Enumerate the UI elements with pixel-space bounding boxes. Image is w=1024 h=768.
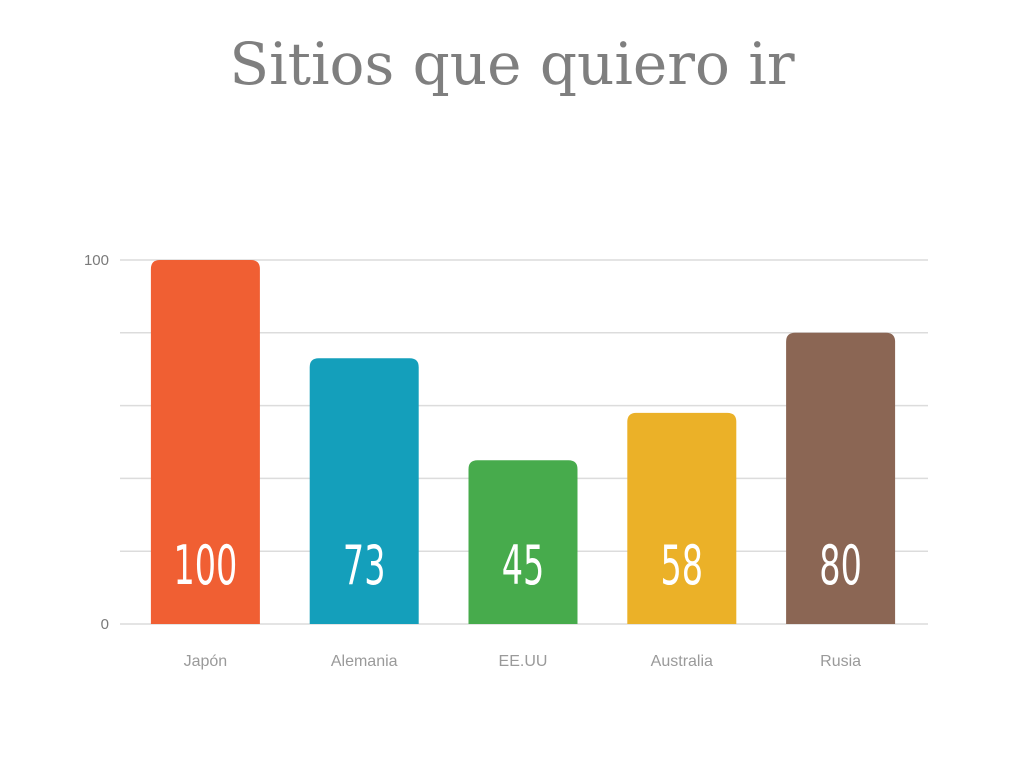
bar-jap-n (150, 260, 260, 624)
chart-title: Sitios que quiero ir (229, 30, 795, 98)
x-category-label: Alemania (331, 653, 398, 670)
bar-alemania (309, 358, 419, 624)
bar-value-label: 80 (819, 534, 862, 598)
bar-value-label: 58 (661, 534, 704, 598)
y-tick-label: 0 (101, 616, 109, 633)
bar-australia (627, 412, 737, 624)
bar-value-label: 45 (502, 534, 545, 598)
bar-ee-uu (468, 460, 578, 624)
bar-rusia (786, 332, 896, 624)
category-labels: Japón Alemania EE.UU Australia Rusia (184, 653, 862, 670)
bars: 100 73 45 58 80 (150, 260, 896, 624)
x-category-label: Japón (184, 653, 228, 670)
bar-value-label: 73 (343, 534, 386, 598)
y-axis-ticks: 0 100 (84, 252, 109, 633)
x-category-label: Australia (651, 653, 713, 670)
x-category-label: Rusia (820, 653, 861, 670)
x-category-label: EE.UU (499, 653, 548, 670)
y-tick-label: 100 (84, 252, 109, 269)
bar-value-label: 100 (173, 534, 237, 598)
